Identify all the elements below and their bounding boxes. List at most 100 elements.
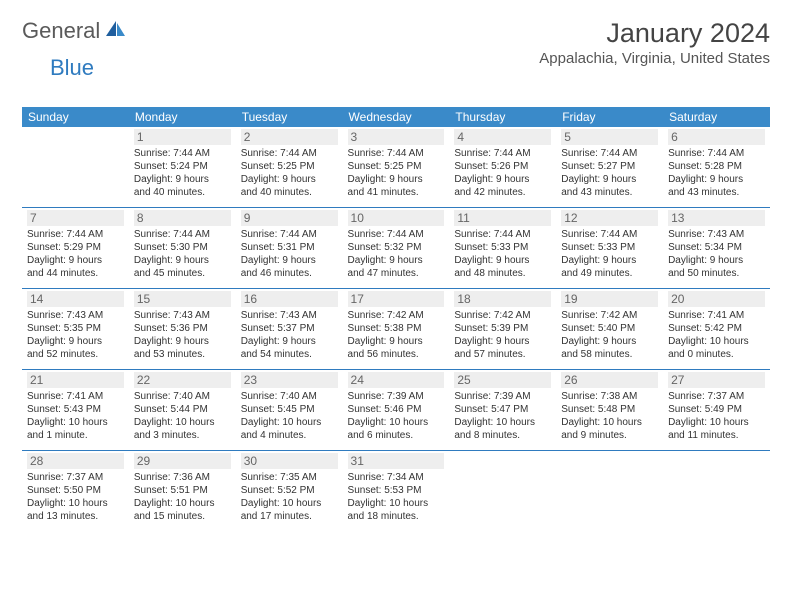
day-info-line: Sunrise: 7:35 AM [241, 471, 338, 484]
day-info-line: Sunrise: 7:41 AM [27, 390, 124, 403]
day-info-line: Sunset: 5:38 PM [348, 322, 445, 335]
day-info-line: and 52 minutes. [27, 348, 124, 361]
day-number: 11 [454, 210, 551, 226]
day-info-line: Daylight: 9 hours [561, 173, 658, 186]
day-cell: 7Sunrise: 7:44 AMSunset: 5:29 PMDaylight… [22, 208, 129, 289]
day-number: 20 [668, 291, 765, 307]
day-info: Sunrise: 7:42 AMSunset: 5:40 PMDaylight:… [561, 309, 658, 361]
day-info-line: Sunset: 5:25 PM [241, 160, 338, 173]
day-number: 21 [27, 372, 124, 388]
day-info-line: Sunrise: 7:44 AM [454, 147, 551, 160]
day-info: Sunrise: 7:40 AMSunset: 5:44 PMDaylight:… [134, 390, 231, 442]
day-info-line: Sunset: 5:50 PM [27, 484, 124, 497]
day-info-line: and 58 minutes. [561, 348, 658, 361]
day-info: Sunrise: 7:44 AMSunset: 5:33 PMDaylight:… [561, 228, 658, 280]
day-number: 18 [454, 291, 551, 307]
day-info: Sunrise: 7:42 AMSunset: 5:38 PMDaylight:… [348, 309, 445, 361]
day-info-line: Sunrise: 7:43 AM [27, 309, 124, 322]
day-info: Sunrise: 7:39 AMSunset: 5:46 PMDaylight:… [348, 390, 445, 442]
day-info-line: Sunrise: 7:34 AM [348, 471, 445, 484]
day-info-line: and 6 minutes. [348, 429, 445, 442]
day-number: 29 [134, 453, 231, 469]
day-info-line: Sunset: 5:43 PM [27, 403, 124, 416]
day-info-line: and 17 minutes. [241, 510, 338, 523]
empty-day-cell [22, 127, 129, 208]
day-number: 17 [348, 291, 445, 307]
day-info-line: Sunset: 5:26 PM [454, 160, 551, 173]
day-number: 14 [27, 291, 124, 307]
day-info-line: Sunrise: 7:44 AM [241, 228, 338, 241]
day-info-line: and 40 minutes. [134, 186, 231, 199]
day-info-line: Daylight: 9 hours [27, 254, 124, 267]
dow-header: Sunday [22, 107, 129, 127]
week-row: 7Sunrise: 7:44 AMSunset: 5:29 PMDaylight… [22, 208, 770, 289]
day-cell: 14 Sunrise: 7:43 AMSunset: 5:35 PMDayligh… [22, 289, 129, 370]
day-info-line: Sunset: 5:49 PM [668, 403, 765, 416]
day-info-line: Sunset: 5:24 PM [134, 160, 231, 173]
day-info-line: Sunset: 5:39 PM [454, 322, 551, 335]
day-number: 13 [668, 210, 765, 226]
day-info-line: Sunrise: 7:44 AM [134, 228, 231, 241]
day-info-line: Sunset: 5:40 PM [561, 322, 658, 335]
day-info-line: Daylight: 9 hours [134, 335, 231, 348]
day-info: Sunrise: 7:34 AMSunset: 5:53 PMDaylight:… [348, 471, 445, 523]
day-info-line: Daylight: 9 hours [454, 335, 551, 348]
dow-header: Wednesday [343, 107, 450, 127]
day-cell: 26Sunrise: 7:38 AMSunset: 5:48 PMDayligh… [556, 370, 663, 451]
day-info-line: Sunrise: 7:42 AM [454, 309, 551, 322]
day-info: Sunrise: 7:43 AMSunset: 5:34 PMDaylight:… [668, 228, 765, 280]
day-cell: 2Sunrise: 7:44 AMSunset: 5:25 PMDaylight… [236, 127, 343, 208]
dow-header: Friday [556, 107, 663, 127]
day-info-line: Daylight: 9 hours [134, 254, 231, 267]
day-info-line: and 9 minutes. [561, 429, 658, 442]
day-number: 27 [668, 372, 765, 388]
day-info-line: Sunrise: 7:43 AM [134, 309, 231, 322]
week-row: 21Sunrise: 7:41 AMSunset: 5:43 PMDayligh… [22, 370, 770, 451]
day-info-line: Sunrise: 7:44 AM [348, 147, 445, 160]
day-info-line: and 49 minutes. [561, 267, 658, 280]
day-info-line: and 3 minutes. [134, 429, 231, 442]
day-info: Sunrise: 7:41 AMSunset: 5:43 PMDaylight:… [27, 390, 124, 442]
day-info-line: Sunrise: 7:38 AM [561, 390, 658, 403]
day-info-line: Daylight: 9 hours [561, 254, 658, 267]
day-info: Sunrise: 7:44 AMSunset: 5:29 PMDaylight:… [27, 228, 124, 280]
day-info-line: Sunrise: 7:42 AM [348, 309, 445, 322]
day-info-line: Daylight: 10 hours [668, 335, 765, 348]
day-cell: 12Sunrise: 7:44 AMSunset: 5:33 PMDayligh… [556, 208, 663, 289]
day-info-line: and 56 minutes. [348, 348, 445, 361]
day-number: 31 [348, 453, 445, 469]
day-info-line: Daylight: 9 hours [454, 173, 551, 186]
day-cell: 4Sunrise: 7:44 AMSunset: 5:26 PMDaylight… [449, 127, 556, 208]
day-info-line: Sunrise: 7:43 AM [668, 228, 765, 241]
day-number: 10 [348, 210, 445, 226]
day-info: Sunrise: 7:43 AMSunset: 5:37 PMDaylight:… [241, 309, 338, 361]
week-row: 14 Sunrise: 7:43 AMSunset: 5:35 PMDayligh… [22, 289, 770, 370]
day-cell: 24Sunrise: 7:39 AMSunset: 5:46 PMDayligh… [343, 370, 450, 451]
calendar-table: Sunday Monday Tuesday Wednesday Thursday… [22, 107, 770, 531]
logo-sail-icon [105, 20, 127, 43]
day-info-line: Sunrise: 7:40 AM [134, 390, 231, 403]
day-info-line: Sunset: 5:30 PM [134, 241, 231, 254]
day-number: 9 [241, 210, 338, 226]
day-info-line: and 46 minutes. [241, 267, 338, 280]
day-number: 5 [561, 129, 658, 145]
day-info-line: and 4 minutes. [241, 429, 338, 442]
day-info-line: and 8 minutes. [454, 429, 551, 442]
month-title: January 2024 [539, 18, 770, 49]
day-number: 1 [134, 129, 231, 145]
day-info-line: Daylight: 10 hours [134, 497, 231, 510]
day-info-line: Sunrise: 7:39 AM [348, 390, 445, 403]
day-cell: 10Sunrise: 7:44 AMSunset: 5:32 PMDayligh… [343, 208, 450, 289]
day-info: Sunrise: 7:43 AMSunset: 5:35 PMDaylight:… [27, 309, 124, 361]
day-info-line: and 13 minutes. [27, 510, 124, 523]
day-info-line: Daylight: 10 hours [454, 416, 551, 429]
day-info-line: and 47 minutes. [348, 267, 445, 280]
day-cell: 19Sunrise: 7:42 AMSunset: 5:40 PMDayligh… [556, 289, 663, 370]
day-info-line: and 0 minutes. [668, 348, 765, 361]
day-info: Sunrise: 7:44 AMSunset: 5:24 PMDaylight:… [134, 147, 231, 199]
empty-day-cell [556, 451, 663, 531]
day-cell: 1 Sunrise: 7:44 AMSunset: 5:24 PMDaylight… [129, 127, 236, 208]
day-info-line: Sunset: 5:42 PM [668, 322, 765, 335]
day-info-line: and 45 minutes. [134, 267, 231, 280]
day-cell: 13 Sunrise: 7:43 AMSunset: 5:34 PMDayligh… [663, 208, 770, 289]
